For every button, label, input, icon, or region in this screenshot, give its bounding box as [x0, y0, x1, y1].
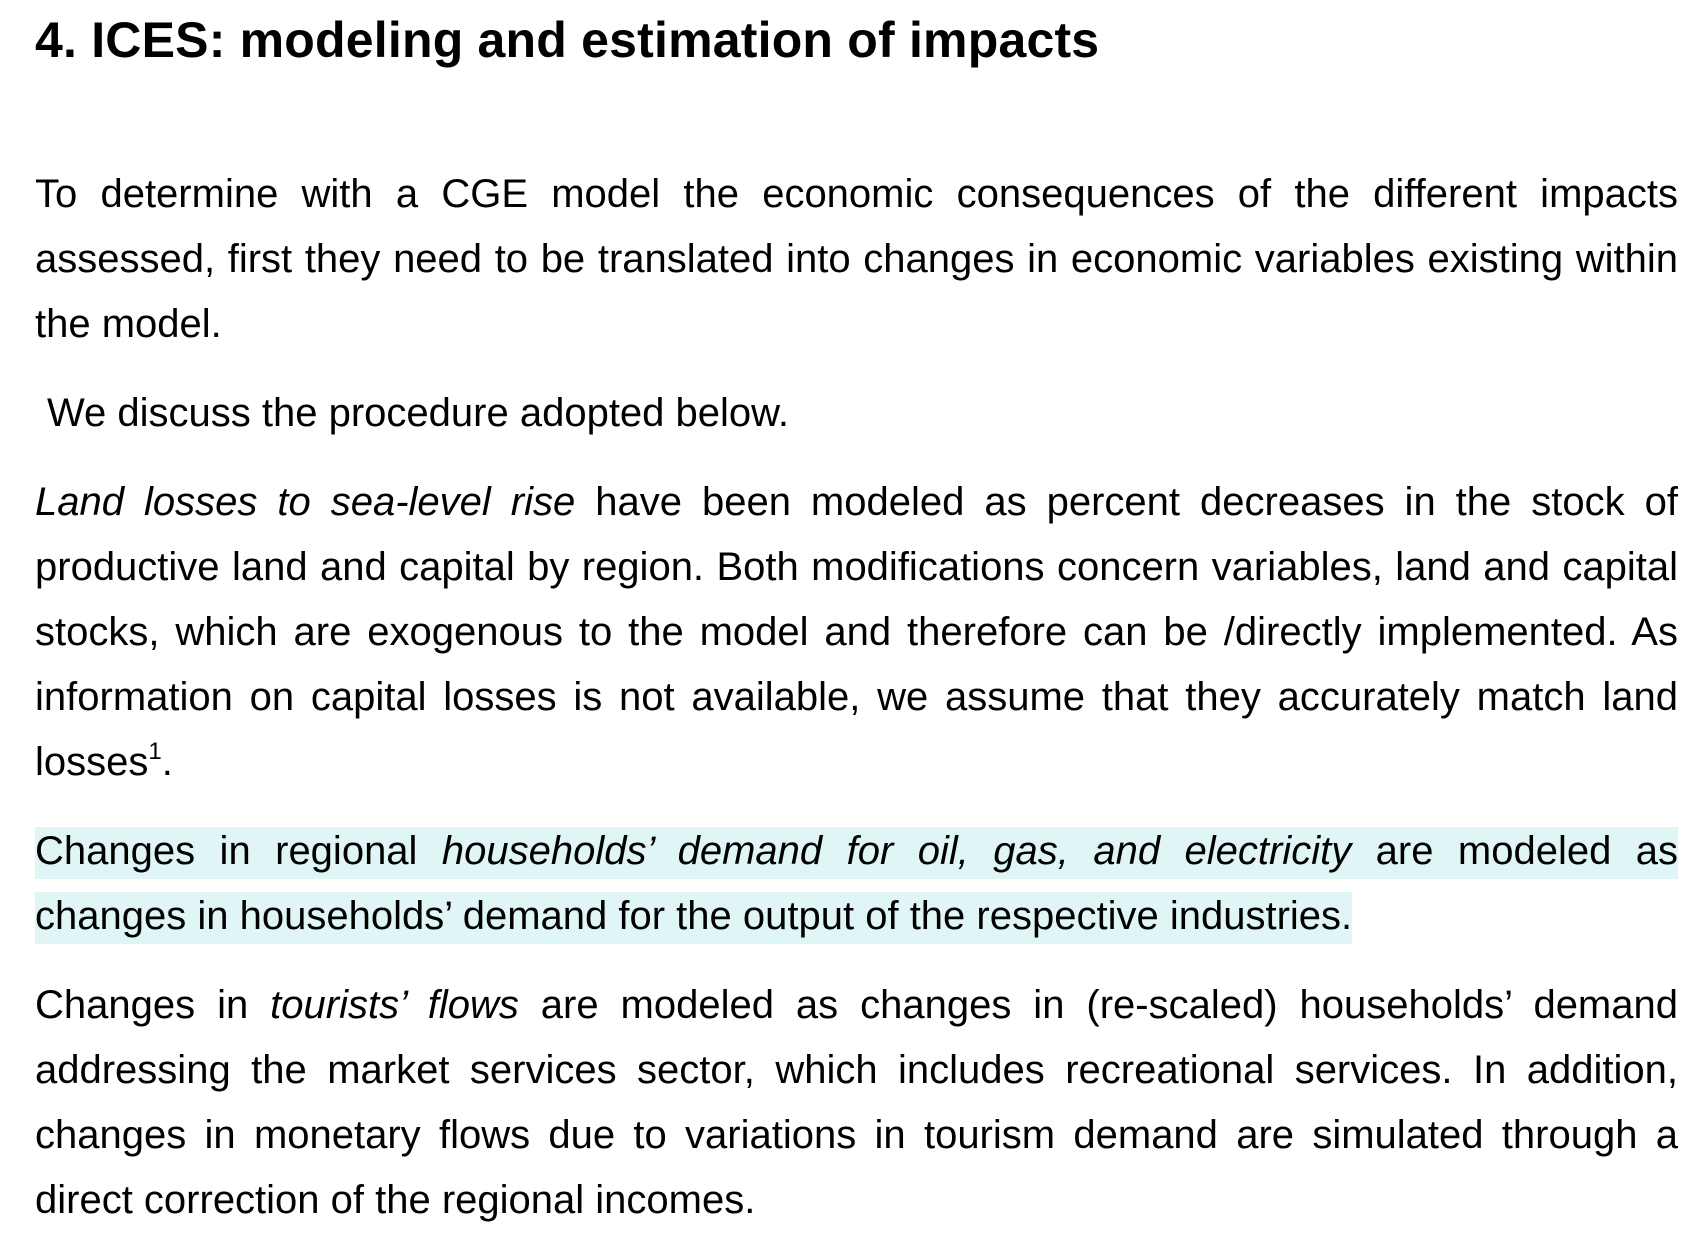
tourists-text-pre: Changes in [35, 983, 271, 1027]
sentence-end: . [161, 740, 173, 784]
paragraph-tourists-flows: Changes in tourists’ flows are modeled a… [35, 973, 1678, 1233]
section-heading: 4. ICES: modeling and estimation of impa… [35, 12, 1100, 68]
paragraph-households-demand: Changes in regional households’ demand f… [35, 819, 1679, 949]
paragraph-intro: To determine with a CGE model the econom… [35, 172, 1678, 346]
italic-term-tourists-flows: tourists’ flows [270, 983, 519, 1027]
footnote-marker[interactable]: 1 [148, 738, 162, 765]
document-page: 4. ICES: modeling and estimation of impa… [35, 0, 1679, 1233]
households-text-pre: Changes in regional [35, 829, 442, 873]
highlighted-text[interactable]: Changes in regional households’ demand f… [35, 827, 1679, 944]
households-text-post: are modeled as changes in households’ de… [35, 829, 1679, 938]
land-losses-text: have been modeled as percent decreases i… [35, 480, 1678, 784]
tourists-text-post: are modeled as changes in (re-scaled) ho… [35, 983, 1678, 1222]
italic-term-land-losses: Land losses to sea-level rise [35, 480, 576, 524]
paragraph-land-losses: Land losses to sea-level rise have been … [35, 470, 1678, 795]
italic-term-households-demand: households’ demand for oil, gas, and ele… [441, 829, 1352, 873]
paragraph-procedure: We discuss the procedure adopted below. [47, 391, 789, 435]
